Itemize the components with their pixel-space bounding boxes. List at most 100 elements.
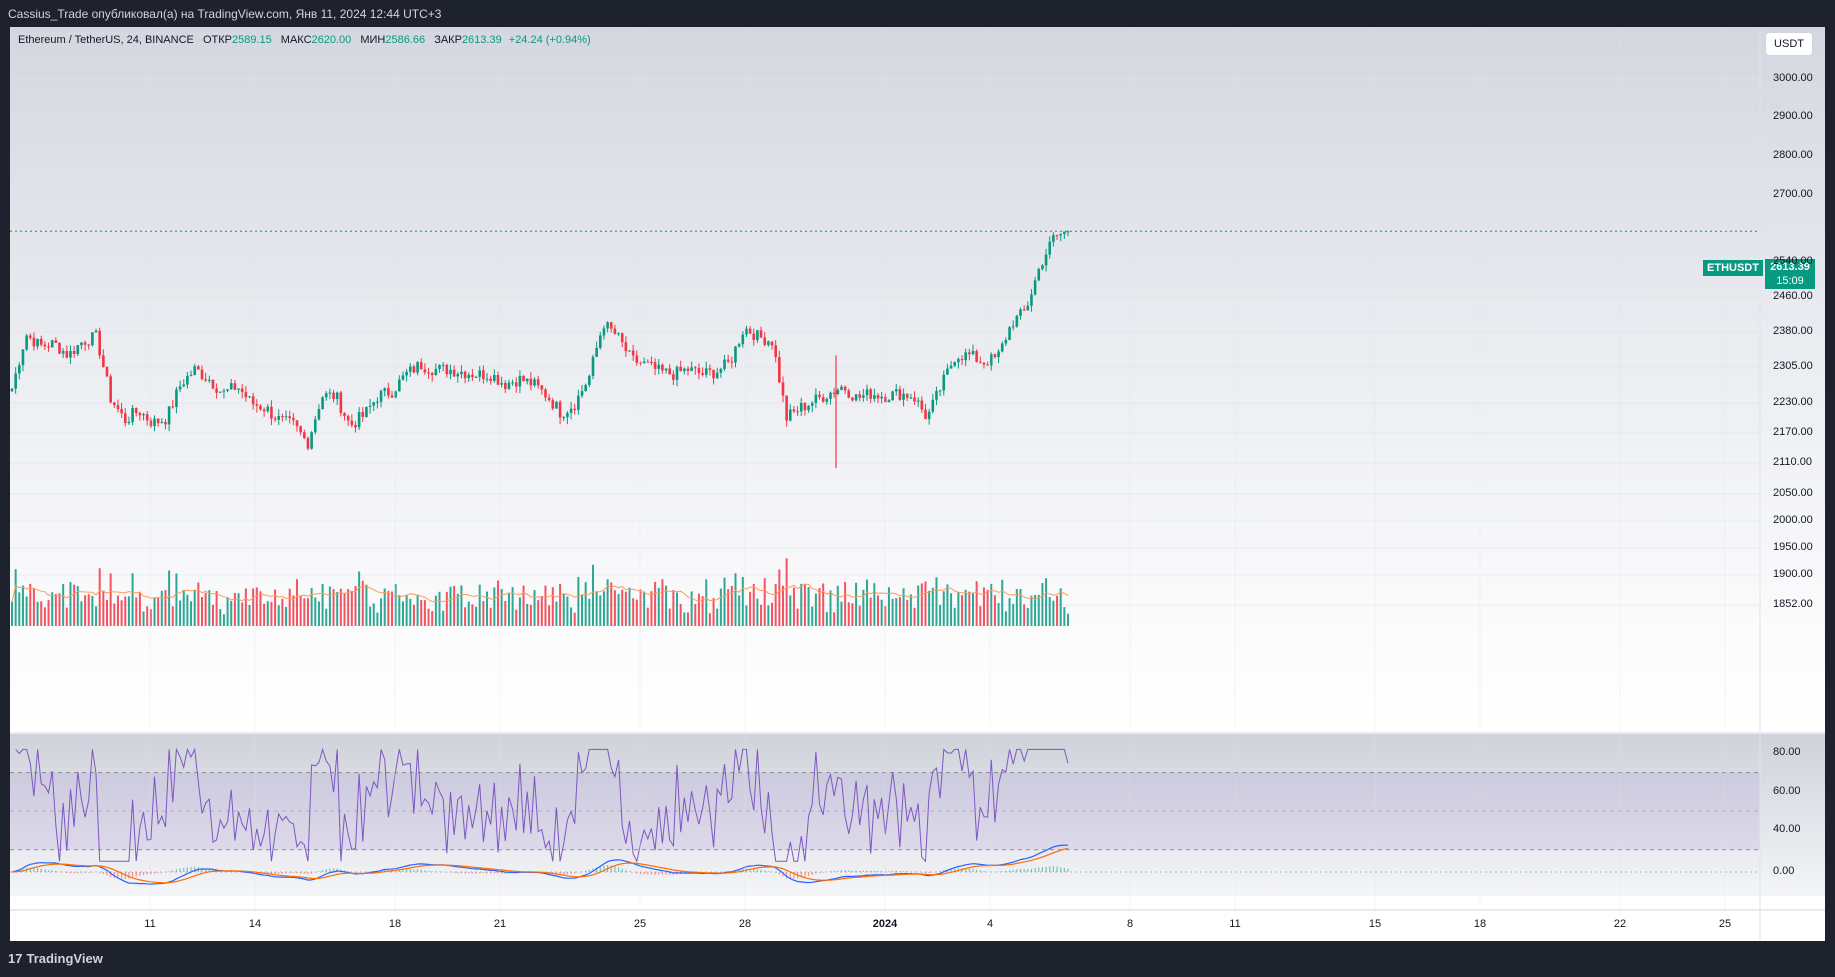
volume-bar <box>697 593 700 626</box>
macd-histogram-bar <box>979 870 981 872</box>
candle-body <box>756 330 759 340</box>
candle-body <box>763 337 767 345</box>
price-axis-label: 2460.00 <box>1773 290 1813 302</box>
volume-bar <box>628 587 631 626</box>
price-axis-label: 1852.00 <box>1773 598 1813 610</box>
volume-bar <box>577 576 580 626</box>
macd-histogram-bar <box>117 872 119 879</box>
macd-histogram-bar <box>563 872 565 875</box>
candle-body <box>449 369 452 375</box>
volume-bar <box>752 583 755 626</box>
candle-body <box>43 344 47 347</box>
symbol-price-tag: ETHUSDT <box>1703 260 1763 276</box>
volume-bar <box>924 581 927 626</box>
candle-body <box>299 426 302 433</box>
candle-body <box>964 352 967 361</box>
macd-histogram-bar <box>650 872 653 875</box>
candle-body <box>419 362 423 370</box>
candle-body <box>357 412 361 428</box>
candle-body <box>149 420 153 427</box>
candle-body <box>759 330 763 338</box>
volume-bar <box>347 589 350 626</box>
candle-body <box>745 328 748 335</box>
macd-histogram-bar <box>139 872 141 876</box>
volume-bar <box>1034 594 1037 626</box>
volume-bar <box>62 583 65 626</box>
macd-axis-label: 0.00 <box>1773 865 1795 877</box>
volume-bar <box>270 601 273 626</box>
volume-bar <box>650 591 653 626</box>
macd-histogram-bar <box>654 872 656 875</box>
macd-histogram-bar <box>201 867 203 872</box>
volume-bar <box>635 599 638 626</box>
macd-histogram-bar <box>420 869 422 872</box>
volume-bar <box>602 591 605 626</box>
candle-body <box>343 413 346 416</box>
macd-histogram-bar <box>822 872 824 873</box>
candle-body <box>609 322 613 329</box>
volume-bar <box>906 599 909 626</box>
candle-body <box>701 373 704 375</box>
macd-histogram-bar <box>625 870 627 872</box>
macd-histogram-bar <box>555 872 558 874</box>
macd-histogram-bar <box>270 872 273 874</box>
volume-bar <box>676 592 679 626</box>
macd-histogram-bar <box>954 868 956 872</box>
volume-bar <box>946 584 949 626</box>
legend-symbol[interactable]: Ethereum / TetherUS, 24, BINANCE <box>18 34 194 46</box>
macd-histogram-bar <box>610 865 612 872</box>
volume-bar <box>259 591 262 626</box>
volume-bar <box>106 599 109 626</box>
volume-bar <box>829 590 832 626</box>
macd-histogram-bar <box>881 871 883 872</box>
candle-body <box>109 376 112 403</box>
chart-frame[interactable]: Ethereum / TetherUS, 24, BINANCE ОТКР258… <box>10 27 1825 941</box>
volume-bar <box>851 603 854 626</box>
volume-bar <box>51 592 54 626</box>
candle-body <box>303 432 306 439</box>
price-axis-label: 2000.00 <box>1773 514 1813 526</box>
candle-body <box>938 390 942 392</box>
tradingview-footer[interactable]: 17 TradingView <box>8 951 103 966</box>
candle-body <box>178 386 182 390</box>
volume-bar <box>957 592 960 626</box>
volume-bar <box>84 595 87 626</box>
volume-bar <box>928 590 931 626</box>
macd-histogram-bar <box>77 872 79 874</box>
macd-histogram-bar <box>807 872 810 876</box>
time-axis[interactable] <box>10 910 1825 941</box>
volume-bar <box>807 587 810 626</box>
volume-bar <box>387 590 390 626</box>
macd-histogram-bar <box>775 872 777 873</box>
volume-bar <box>54 594 57 626</box>
volume-bar <box>1052 600 1055 626</box>
footer-brand: TradingView <box>26 951 103 966</box>
volume-bar <box>95 606 98 626</box>
volume-bar <box>332 589 335 626</box>
volume-bar <box>222 614 225 626</box>
candle-body <box>931 399 935 412</box>
macd-histogram-bar <box>172 870 174 872</box>
candle-body <box>902 393 905 400</box>
candle-body <box>770 341 774 346</box>
macd-histogram-bar <box>983 871 985 872</box>
candle-body <box>968 352 971 355</box>
candle-body <box>200 369 204 380</box>
volume-bar <box>833 612 836 626</box>
volume-bar <box>496 580 499 626</box>
macd-histogram-bar <box>574 872 576 874</box>
candle-body <box>664 368 668 371</box>
rsi-pane[interactable] <box>10 734 1825 896</box>
macd-histogram-bar <box>384 869 386 872</box>
candle-body <box>412 366 416 373</box>
volume-bar <box>898 597 901 626</box>
macd-histogram-bar <box>902 871 905 872</box>
candle-body <box>993 354 997 357</box>
candle-body <box>522 375 525 382</box>
volume-bar <box>518 597 521 626</box>
candle-body <box>679 366 682 372</box>
chart-canvas[interactable] <box>10 27 1825 941</box>
volume-bar <box>599 595 602 626</box>
volume-bar <box>376 612 379 626</box>
currency-button[interactable]: USDT <box>1765 32 1813 56</box>
